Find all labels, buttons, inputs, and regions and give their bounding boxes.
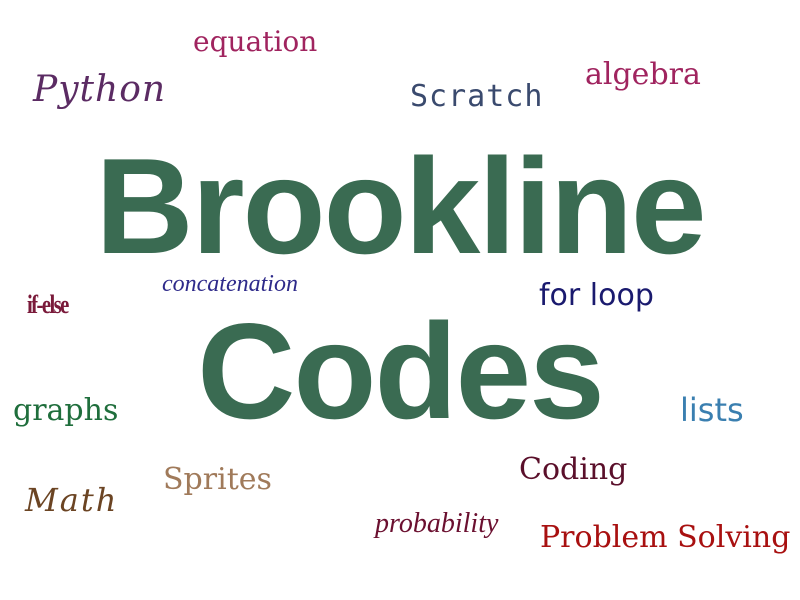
- word-scratch: Scratch: [410, 79, 544, 114]
- word-problem-solving: Problem Solving: [540, 520, 791, 555]
- title-brookline: Brookline: [95, 130, 706, 282]
- word-sprites: Sprites: [163, 462, 272, 497]
- word-lists: lists: [680, 391, 744, 429]
- word-equation: equation: [193, 25, 318, 58]
- word-algebra: algebra: [585, 57, 701, 92]
- word-math: Math: [25, 481, 119, 519]
- word-for-loop: for loop: [539, 278, 654, 313]
- title-codes: Codes: [197, 295, 605, 447]
- word-graphs: graphs: [13, 393, 119, 428]
- word-coding: Coding: [519, 452, 628, 487]
- word-if-else: if-else: [27, 290, 69, 319]
- word-probability: probability: [375, 508, 499, 539]
- word-concatenation: concatenation: [162, 271, 298, 297]
- word-python: Python: [33, 69, 167, 110]
